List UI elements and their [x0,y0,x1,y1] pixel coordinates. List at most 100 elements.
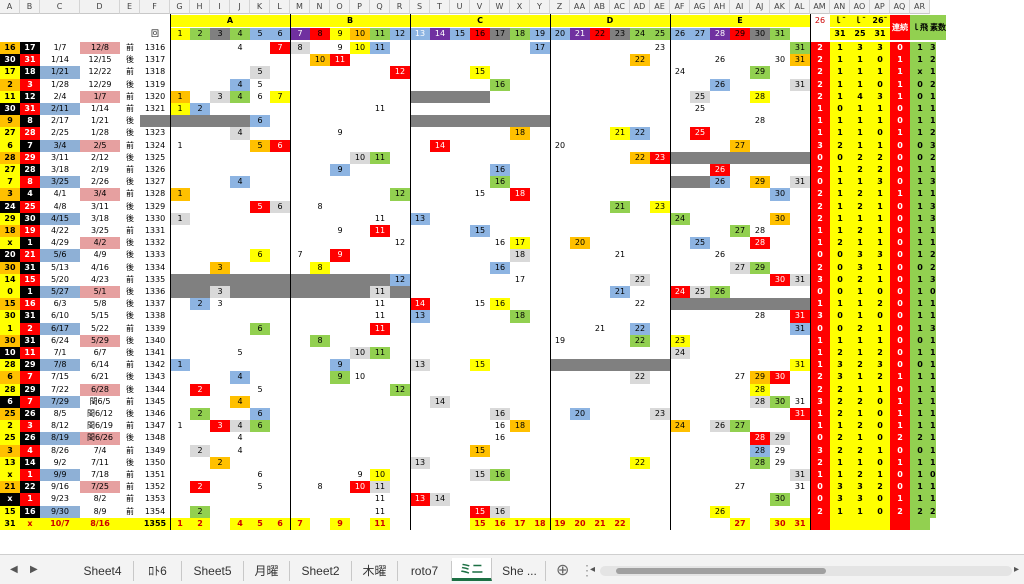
row-e-half[interactable]: 後 [126,409,134,418]
row-d-date[interactable]: 4/16 [91,262,109,272]
stat-cell[interactable]: 3 [850,481,870,494]
number-cell[interactable]: 4 [230,395,250,408]
number-header-4[interactable]: 4 [230,28,250,40]
stat-cell[interactable]: 1 [930,493,936,506]
row-e-half[interactable]: 後 [126,79,134,89]
row-c-date[interactable]: 1/14 [51,55,69,65]
column-header-an[interactable]: AN [830,0,850,14]
tab-sheet2[interactable]: Sheet2 [290,561,352,581]
number-cell[interactable]: 4 [237,433,243,443]
row-f-round[interactable]: 1344 [144,384,166,394]
number-cell[interactable]: 2 [190,481,210,494]
stat-cell[interactable]: 0 [930,469,936,482]
number-cell[interactable]: 9 [330,249,350,262]
stat-cell[interactable]: 3 [830,493,850,506]
vertical-ellipsis-icon[interactable]: ⋮ [580,562,594,578]
stat-cell[interactable]: 0 [870,505,890,518]
column-header-f[interactable]: F [140,0,170,14]
stat-cell[interactable]: 0 [810,493,830,506]
row-e-half[interactable]: 前 [126,226,134,235]
stat-cell[interactable]: 2 [810,42,830,55]
row-a[interactable]: 25 [0,408,20,421]
stat-cell[interactable]: 3 [850,493,870,506]
row-f-round[interactable]: 1316 [144,43,166,52]
number-cell[interactable]: 22 [630,322,650,335]
number-cell[interactable]: 15 [470,444,490,457]
row-d-date[interactable]: 12/8 [80,42,120,55]
number-cell[interactable]: 10 [350,42,370,55]
number-cell[interactable]: 16 [490,298,510,311]
number-cell[interactable]: 4 [230,371,250,384]
stat-cell[interactable]: 1 [870,322,890,335]
row-a[interactable]: 28 [0,151,20,164]
stat-cell[interactable]: 3 [830,359,850,372]
stat-cell[interactable]: 2 [830,395,850,408]
row-c-date[interactable]: 1/28 [51,79,69,89]
number-cell[interactable]: 11 [374,213,386,223]
number-cell[interactable]: 6 [250,249,270,262]
stat-cell[interactable]: 0 [870,432,890,445]
number-cell[interactable]: 2 [190,505,210,518]
row-f-round[interactable]: 1327 [144,177,166,187]
row-e-half[interactable]: 後 [126,250,134,260]
stat-cell[interactable]: 1 [890,54,910,67]
number-cell[interactable]: 25 [690,90,710,103]
row-d-date[interactable]: 8/2 [93,494,107,504]
stat-cell[interactable]: 2 [850,188,870,201]
number-header-29[interactable]: 29 [730,28,750,40]
number-cell[interactable]: 10 [350,481,370,494]
number-cell[interactable]: 15 [474,189,486,199]
row-b[interactable]: 16 [20,505,40,518]
stat-cell[interactable]: 1 [910,395,930,408]
stat-cell[interactable]: 1 [930,481,936,494]
row-b[interactable]: 28 [20,127,40,140]
stat-cell[interactable]: 1 [870,188,890,201]
stat-cell[interactable]: 0 [930,286,936,299]
stat-cell[interactable]: 1 [930,359,936,372]
row-b[interactable]: 1 [20,237,40,250]
stat-cell[interactable]: 0 [890,249,910,262]
number-cell[interactable]: 27 [734,482,746,492]
number-header-15[interactable]: 15 [450,28,470,40]
row-c-date[interactable]: 2/25 [51,128,69,138]
number-header-23[interactable]: 23 [610,28,630,40]
stat-cell[interactable]: 1 [930,456,936,469]
number-cell[interactable]: 24 [670,286,690,299]
stat-cell[interactable]: 0 [890,151,910,164]
row-b[interactable]: 31 [20,103,40,116]
row-a[interactable]: 15 [0,505,20,518]
row-f-round[interactable]: 1342 [144,360,166,370]
stat-cell[interactable]: 0 [830,103,850,116]
stat-cell[interactable]: 2 [830,347,850,360]
row-f-round[interactable]: 1334 [144,262,166,272]
row-a[interactable]: 10 [0,347,20,360]
row-f-round[interactable]: 1331 [144,226,166,235]
row-f-round[interactable]: 1333 [144,250,166,260]
stat-cell[interactable]: 0 [890,200,910,213]
number-cell[interactable]: 13 [410,359,430,372]
stat-cell[interactable]: 1 [930,103,936,116]
stat-cell[interactable]: 1 [910,347,930,360]
row-c-date[interactable]: 9/23 [51,494,69,504]
row-a[interactable]: 25 [0,432,20,445]
row-a[interactable]: 2 [0,420,20,433]
column-header-ae[interactable]: AE [650,0,670,14]
stat-cell[interactable]: 1 [810,408,830,421]
stat-cell[interactable]: 1 [810,225,830,238]
row-d-date[interactable]: 6/14 [91,360,109,370]
number-cell[interactable]: 27 [730,139,750,152]
row-c-date[interactable]: 4/29 [51,238,69,248]
row-a[interactable]: 13 [0,456,20,469]
row-d-date[interactable]: 6/28 [80,383,120,396]
column-header-i[interactable]: I [210,0,230,14]
row-a[interactable]: 29 [0,212,20,225]
number-cell[interactable]: 2 [190,408,210,421]
row-f-round[interactable]: 1341 [144,348,166,357]
number-header-回[interactable]: 回 [140,28,170,40]
column-header-y[interactable]: Y [530,0,550,14]
stat-cell[interactable]: 1 [910,188,930,201]
stat-cell[interactable]: 0 [870,310,890,323]
stat-cell[interactable]: 3 [870,359,890,372]
row-e-half[interactable]: 後 [126,201,134,211]
stat-cell[interactable]: 0 [910,334,930,347]
